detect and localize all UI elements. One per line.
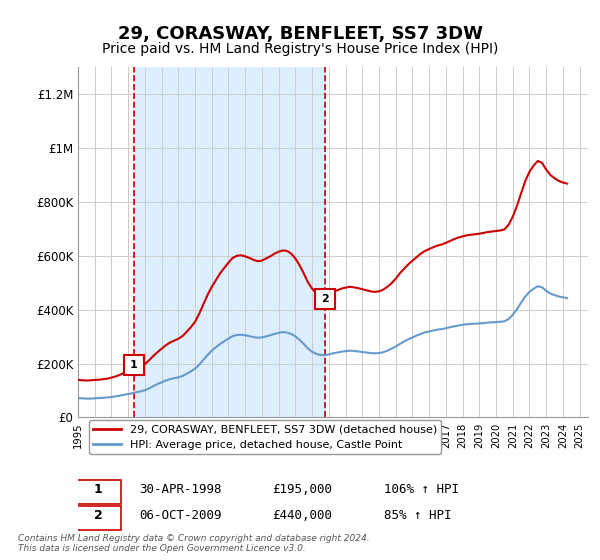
Text: 106% ↑ HPI: 106% ↑ HPI	[384, 483, 459, 496]
Text: 85% ↑ HPI: 85% ↑ HPI	[384, 509, 452, 522]
Text: £195,000: £195,000	[272, 483, 332, 496]
Bar	[134, 67, 325, 417]
Text: 2: 2	[321, 294, 329, 304]
FancyBboxPatch shape	[76, 480, 121, 504]
Text: Contains HM Land Registry data © Crown copyright and database right 2024.
This d: Contains HM Land Registry data © Crown c…	[18, 534, 370, 553]
Text: 2: 2	[94, 509, 103, 522]
Text: 30-APR-1998: 30-APR-1998	[139, 483, 222, 496]
Text: 1: 1	[130, 360, 137, 370]
Text: £440,000: £440,000	[272, 509, 332, 522]
Text: 29, CORASWAY, BENFLEET, SS7 3DW: 29, CORASWAY, BENFLEET, SS7 3DW	[118, 25, 482, 43]
Legend: 29, CORASWAY, BENFLEET, SS7 3DW (detached house), HPI: Average price, detached h: 29, CORASWAY, BENFLEET, SS7 3DW (detache…	[89, 420, 442, 455]
Text: Price paid vs. HM Land Registry's House Price Index (HPI): Price paid vs. HM Land Registry's House …	[102, 42, 498, 56]
Text: 1: 1	[94, 483, 103, 496]
Text: 06-OCT-2009: 06-OCT-2009	[139, 509, 222, 522]
FancyBboxPatch shape	[76, 506, 121, 530]
